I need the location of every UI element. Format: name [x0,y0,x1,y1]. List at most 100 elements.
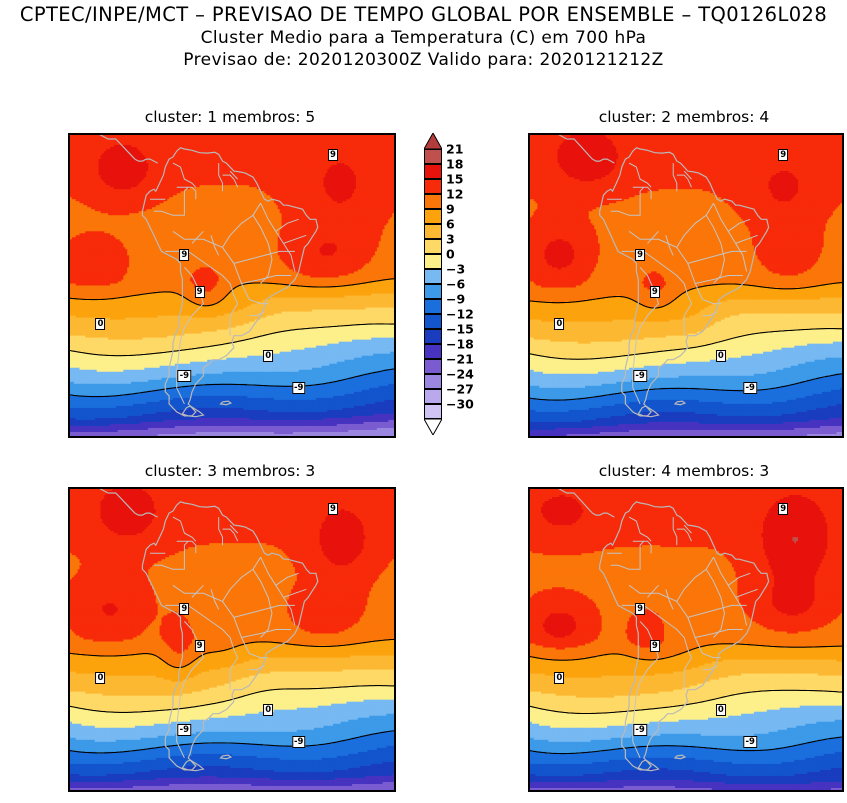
contour-label: 9 [635,249,645,261]
contour-label: 9 [328,149,338,161]
x-axis-tick [677,790,678,792]
y-axis-tick [528,436,530,437]
contour-label: 9 [650,286,660,298]
x-axis-tick [70,790,71,792]
colorbar-tick-label: −18 [446,337,474,352]
x-axis-tick [337,790,338,792]
colorbar-band [424,314,442,329]
y-axis-tick [528,356,530,357]
contour-label: 9 [179,603,189,615]
y-axis-tick [68,629,70,630]
colorbar-band [424,329,442,344]
y-axis-tick [68,730,70,731]
y-axis-tick [68,609,70,610]
y-axis-tick [68,316,70,317]
colorbar-band [424,239,442,254]
colorbar-tick-label: 18 [446,157,463,172]
colorbar-band [424,209,442,224]
map-plot-area-cluster-2[interactable]: 99900-9-9100W90W80W70W60W50W40W30W20W15N… [528,133,844,438]
x-axis-tick [750,436,751,438]
y-axis-tick [528,135,530,136]
contour-label: 0 [716,704,726,716]
y-axis-tick [68,376,70,377]
y-axis-tick [528,629,530,630]
y-axis-tick [528,416,530,417]
x-axis-tick [787,436,788,438]
y-axis-tick [68,275,70,276]
x-axis-tick [824,436,825,438]
y-axis-tick [528,790,530,791]
map-panel-cluster-4: cluster: 4 membros: 3 99900-9-9100W90W80… [528,487,840,788]
x-axis-tick [146,436,147,438]
y-axis-tick [528,195,530,196]
contour-field [70,489,394,790]
y-axis-tick [68,195,70,196]
contour-label: 9 [778,503,788,515]
y-axis-tick [528,509,530,510]
y-axis-tick [68,710,70,711]
colorbar-tick-label: −24 [446,367,474,382]
y-axis-tick [528,316,530,317]
header-line-3: Previsao de: 2020120300Z Valido para: 20… [0,49,847,71]
contour-label: 0 [716,350,726,362]
x-axis-tick [261,790,262,792]
colorbar-band [424,389,442,404]
colorbar-tick-label: −3 [446,262,465,277]
x-axis-tick [714,790,715,792]
map-plot-area-cluster-4[interactable]: 99900-9-9100W90W80W70W60W50W40W30W20W15N… [528,487,844,792]
y-axis-tick [68,396,70,397]
x-axis-tick [222,436,223,438]
y-axis-tick [528,376,530,377]
contour-label: -9 [178,370,191,382]
colorbar-tick-label: −9 [446,292,465,307]
header-line-1: CPTEC/INPE/MCT – PREVISAO DE TEMPO GLOBA… [0,3,847,27]
y-axis-tick [68,215,70,216]
contour-label: 9 [195,286,205,298]
y-axis-tick [528,750,530,751]
y-axis-tick [528,529,530,530]
colorbar-tick-label: −21 [446,352,474,367]
x-axis-tick [603,790,604,792]
y-axis-tick [528,569,530,570]
colorbar-band [424,284,442,299]
colorbar-band [424,299,442,314]
y-axis-tick [68,750,70,751]
colorbar-band [424,374,442,389]
contour-label: 0 [554,672,564,684]
x-axis-tick [222,790,223,792]
x-axis-tick [640,790,641,792]
colorbar-tick-label: 3 [446,232,455,247]
x-axis-tick [337,436,338,438]
header-line-2: Cluster Medio para a Temperatura (C) em … [0,27,847,49]
filled-contours [530,489,842,790]
y-axis-tick [68,336,70,337]
contour-label: 9 [650,640,660,652]
contour-field [530,489,842,790]
y-axis-tick [528,336,530,337]
x-axis-tick [108,436,109,438]
contour-label: 0 [96,672,106,684]
map-plot-area-cluster-1[interactable]: 99900-9-9100W90W80W70W60W50W40W30W20W15N… [68,133,396,438]
y-axis-tick [68,690,70,691]
x-axis-tick [750,790,751,792]
contour-label: 0 [96,318,106,330]
x-axis-tick [824,790,825,792]
y-axis-tick [68,489,70,490]
contour-label: 9 [195,640,205,652]
contour-label: -9 [633,724,646,736]
contour-label: -9 [178,724,191,736]
colorbar-tick-label: 9 [446,202,455,217]
panel-title-cluster-3: cluster: 3 membros: 3 [68,462,392,480]
y-axis-tick [68,416,70,417]
contour-label: 0 [554,318,564,330]
contour-label: -9 [633,370,646,382]
colorbar-band [424,344,442,359]
colorbar-band [424,254,442,269]
x-axis-tick [299,436,300,438]
contour-field [530,135,842,436]
y-axis-tick [68,670,70,671]
map-plot-area-cluster-3[interactable]: 99900-9-9100W90W80W70W60W50W40W30W20W15N… [68,487,396,792]
x-axis-tick [530,790,531,792]
y-axis-tick [528,175,530,176]
x-axis-tick [375,790,376,792]
